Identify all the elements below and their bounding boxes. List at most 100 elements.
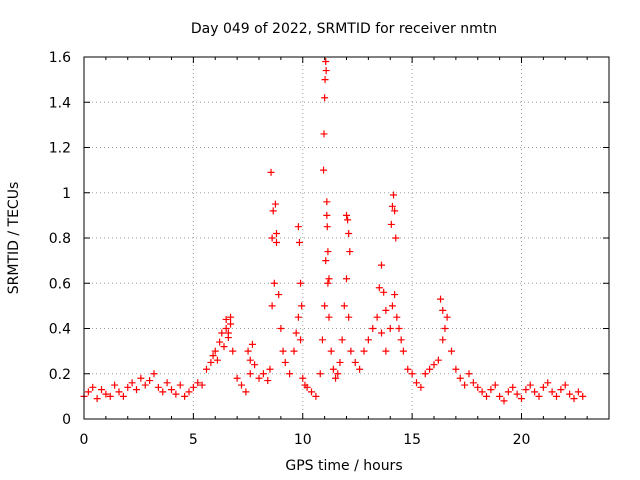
data-point — [434, 356, 442, 364]
data-point — [413, 379, 420, 387]
chart-title: Day 049 of 2022, SRMTID for receiver nmt… — [191, 21, 497, 37]
data-point — [332, 374, 340, 382]
data-point — [351, 358, 359, 366]
data-point — [238, 381, 245, 389]
data-point — [172, 390, 180, 398]
data-point — [264, 377, 272, 385]
data-point — [269, 207, 277, 215]
y-tick-label: 1.6 — [49, 50, 71, 66]
data-point — [137, 374, 145, 382]
y-tick-label: 0.2 — [49, 367, 71, 383]
data-point — [298, 302, 306, 310]
data-point — [242, 388, 250, 396]
data-point — [297, 336, 305, 344]
data-point — [325, 275, 333, 283]
x-axis-label: GPS time / hours — [285, 458, 402, 474]
data-point — [111, 381, 119, 389]
data-point — [267, 168, 275, 176]
data-point — [378, 329, 385, 337]
data-point — [141, 381, 149, 389]
data-point — [295, 239, 303, 247]
data-point — [324, 248, 332, 256]
data-point — [266, 365, 274, 373]
data-point — [369, 325, 377, 332]
data-point — [273, 239, 280, 247]
data-point — [150, 370, 158, 378]
data-point — [391, 291, 399, 299]
data-point — [271, 200, 279, 208]
data-point — [321, 76, 329, 84]
x-tick-label: 20 — [513, 432, 531, 448]
data-point — [128, 379, 136, 387]
data-point — [89, 383, 97, 391]
data-point — [320, 130, 328, 138]
data-point — [496, 392, 504, 400]
data-point — [93, 395, 101, 403]
data-point — [277, 325, 285, 332]
data-point — [456, 374, 464, 382]
data-point — [388, 202, 396, 210]
data-point — [336, 358, 344, 366]
data-point — [211, 347, 219, 355]
data-point — [378, 261, 385, 269]
data-point — [343, 275, 350, 283]
x-tick-label: 0 — [80, 432, 89, 448]
data-point — [106, 392, 114, 400]
data-point — [168, 386, 175, 394]
data-point — [216, 338, 224, 346]
data-point — [316, 370, 324, 378]
data-point — [255, 374, 263, 382]
data-point — [437, 295, 445, 303]
data-point — [561, 381, 569, 389]
data-point — [124, 383, 132, 391]
data-point — [345, 229, 353, 237]
data-point — [526, 381, 534, 389]
data-points — [80, 58, 587, 405]
data-point — [469, 379, 477, 387]
data-point — [209, 352, 217, 360]
data-point — [222, 325, 230, 332]
data-point — [146, 377, 154, 385]
data-point — [227, 320, 235, 328]
data-point — [318, 336, 326, 344]
data-point — [227, 313, 235, 321]
y-tick-label: 1 — [62, 186, 71, 202]
data-point — [408, 370, 416, 378]
data-point — [417, 383, 425, 391]
data-point — [323, 198, 331, 206]
data-point — [399, 347, 407, 355]
data-point — [213, 356, 221, 364]
y-tick-label: 0.8 — [49, 231, 71, 247]
data-point — [522, 386, 530, 394]
data-point — [443, 313, 451, 321]
data-point — [154, 383, 162, 391]
data-point — [290, 347, 298, 355]
data-point — [421, 370, 429, 378]
data-point — [539, 383, 547, 391]
data-point — [294, 313, 302, 321]
data-point — [189, 383, 197, 391]
data-point — [491, 381, 499, 389]
data-point — [441, 325, 449, 332]
data-point — [233, 374, 241, 382]
data-point — [133, 386, 140, 394]
data-point — [439, 306, 447, 314]
data-point — [404, 365, 412, 373]
data-point — [346, 248, 354, 256]
data-point — [344, 216, 352, 224]
data-point — [579, 392, 587, 400]
data-point — [322, 67, 330, 75]
data-point — [504, 388, 512, 396]
data-point — [448, 347, 455, 355]
data-point — [329, 365, 337, 373]
data-point — [198, 381, 206, 389]
data-point — [185, 388, 193, 396]
data-point — [270, 279, 278, 287]
data-point — [299, 374, 307, 382]
grid — [84, 57, 609, 419]
data-point — [176, 381, 184, 389]
data-point — [395, 325, 403, 332]
data-point — [159, 388, 167, 396]
data-point — [513, 390, 521, 398]
